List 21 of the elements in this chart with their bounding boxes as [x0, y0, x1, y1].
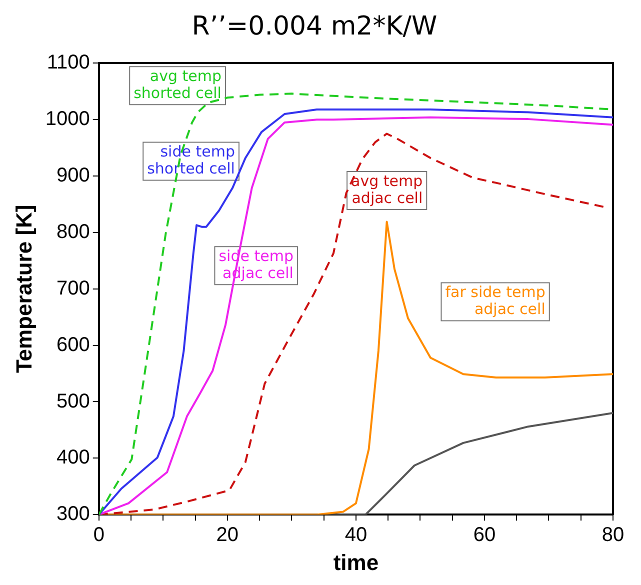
x-tick-label: 40: [344, 524, 368, 546]
x-tick-label: 20: [216, 524, 239, 546]
x-tick-label: 60: [473, 524, 496, 546]
x-axis-title: time: [333, 550, 379, 575]
y-tick-label: 900: [56, 164, 90, 187]
y-tick-label: 600: [56, 334, 90, 356]
y-tick-label: 1000: [45, 108, 90, 130]
y-tick-label: 400: [56, 446, 90, 469]
text: far side temp adjac cell: [445, 283, 546, 318]
y-tick-label: 500: [56, 390, 90, 412]
series-label: side temp shorted cell: [147, 142, 235, 178]
y-axis-title: Temperature [K]: [11, 204, 36, 374]
y-tick-label: 700: [56, 277, 90, 300]
series-label: avg temp adjac cell: [351, 172, 423, 207]
chart-title: R’’=0.004 m2*K/W: [192, 11, 438, 42]
y-tick-label: 300: [56, 503, 90, 526]
x-tick-label: 0: [93, 524, 104, 546]
y-tick-label: 800: [56, 220, 90, 243]
series-label: avg temp shorted cell: [134, 66, 222, 102]
x-tick-label: 80: [602, 524, 624, 546]
y-tick-label: 1100: [46, 52, 90, 74]
